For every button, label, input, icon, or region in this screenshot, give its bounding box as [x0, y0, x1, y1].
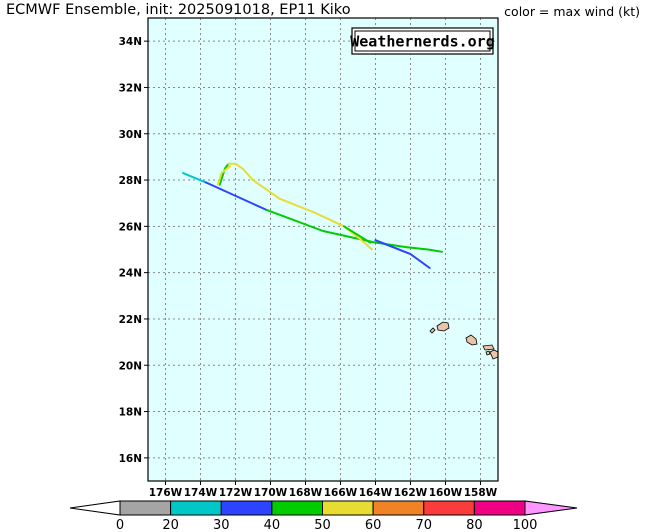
colorbar-label: 80	[466, 518, 483, 532]
lat-lon-grid	[148, 18, 498, 481]
track-segment	[374, 239, 431, 269]
x-tick-label: 162W	[394, 487, 428, 499]
track-segment	[227, 162, 373, 251]
colorbar-under-arrow	[69, 500, 121, 516]
colorbar-bin	[322, 500, 374, 516]
track-segment	[218, 162, 230, 186]
x-tick-label: 160W	[429, 487, 463, 499]
colorbar-label: 30	[213, 518, 230, 532]
y-tick-label: 28N	[119, 175, 142, 187]
colorbar-label: 20	[162, 518, 179, 532]
track-segment	[182, 172, 207, 184]
x-tick-label: 164W	[359, 487, 393, 499]
colorbar: 0 20 30 40 50 60 70 80 100	[69, 500, 578, 532]
x-tick-label: 170W	[254, 487, 288, 499]
track-segment	[217, 165, 232, 186]
colorbar-label: 100	[513, 518, 538, 532]
x-tick-label: 174W	[184, 487, 218, 499]
colorbar-over-arrow	[524, 500, 578, 516]
colorbar-bin	[220, 500, 273, 516]
x-axis-ticks: 176W 174W 172W 170W 168W 166W 164W 162W 160W 158W	[149, 481, 498, 499]
colorbar-label: 70	[415, 518, 432, 532]
colorbar-label: 50	[314, 518, 331, 532]
track-segment	[343, 225, 372, 244]
y-tick-label: 32N	[119, 82, 142, 94]
y-tick-label: 34N	[119, 36, 142, 48]
y-axis-ticks: 16N 18N 20N 22N 24N 26N 28N 30N 32N 34N	[119, 36, 148, 465]
colorbar-label: 60	[365, 518, 382, 532]
watermark-box: Weathernerds.org	[350, 27, 495, 55]
colorbar-bin	[119, 500, 172, 516]
island-lanai	[485, 350, 491, 356]
island-oahu	[465, 334, 478, 346]
y-tick-label: 18N	[119, 407, 142, 419]
x-tick-label: 172W	[219, 487, 253, 499]
colorbar-bin	[473, 500, 526, 516]
chart-title: ECMWF Ensemble, init: 2025091018, EP11 K…	[6, 2, 351, 18]
y-tick-label: 24N	[119, 268, 142, 280]
island-molokai	[482, 344, 495, 351]
track-segment	[204, 181, 268, 212]
x-tick-label: 168W	[289, 487, 323, 499]
x-tick-label: 158W	[464, 487, 498, 499]
y-tick-label: 16N	[119, 453, 142, 465]
y-tick-label: 26N	[119, 221, 142, 233]
y-tick-label: 20N	[119, 360, 142, 372]
ocean-background	[148, 18, 498, 481]
x-tick-label: 176W	[149, 487, 183, 499]
ensemble-tracks	[182, 162, 443, 269]
colorbar-label: 0	[116, 518, 124, 532]
colorbar-bin	[271, 500, 323, 516]
island-niihau	[429, 327, 436, 334]
island-kauai	[436, 321, 450, 332]
y-tick-label: 22N	[119, 314, 142, 326]
watermark-text: Weathernerds.org	[350, 33, 495, 51]
colorbar-bin	[372, 500, 425, 516]
track-segment	[374, 241, 443, 253]
colorbar-bin	[423, 500, 475, 516]
x-tick-label: 166W	[324, 487, 358, 499]
map-frame	[147, 17, 499, 482]
colorbar-label: 40	[264, 518, 281, 532]
track-segment	[266, 209, 377, 244]
color-legend-note: color = max wind (kt)	[504, 4, 640, 19]
colorbar-bin	[170, 500, 222, 516]
hawaiian-islands	[429, 321, 499, 360]
y-tick-label: 30N	[119, 129, 142, 141]
